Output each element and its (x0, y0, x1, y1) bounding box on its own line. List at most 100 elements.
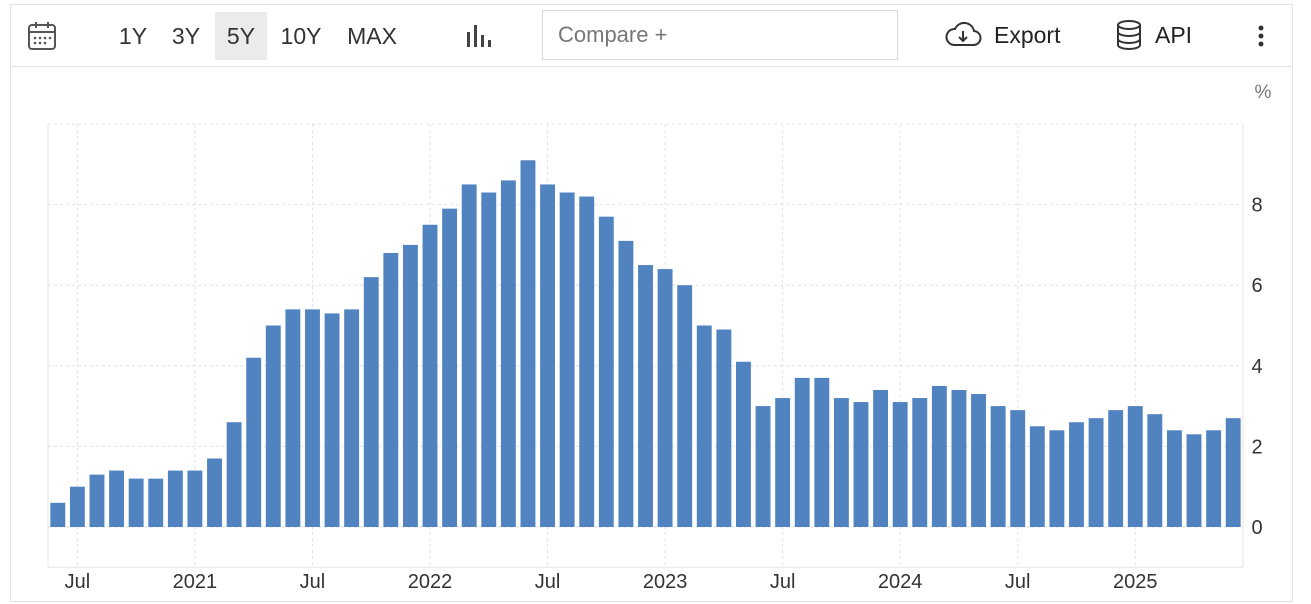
bar[interactable] (442, 208, 458, 527)
bar[interactable] (657, 269, 673, 527)
y-axis-ticks: 0 2 4 6 8 (1251, 195, 1262, 539)
bar[interactable] (736, 361, 751, 527)
y-tick-label: 0 (1251, 517, 1262, 539)
bar[interactable] (69, 486, 85, 527)
bar[interactable] (265, 325, 281, 528)
bar[interactable] (951, 389, 967, 527)
bar[interactable] (1029, 426, 1045, 527)
bar[interactable] (89, 474, 105, 527)
bar[interactable] (167, 470, 183, 527)
bar[interactable] (481, 192, 497, 527)
bar[interactable] (833, 398, 849, 527)
x-tick-label: 2022 (408, 571, 453, 593)
bar[interactable] (383, 252, 399, 527)
bar[interactable] (500, 180, 516, 528)
y-unit-label: % (1255, 82, 1272, 103)
y-tick-label: 8 (1251, 195, 1262, 217)
bar[interactable] (540, 184, 555, 527)
bar[interactable] (971, 394, 986, 527)
bar[interactable] (931, 385, 947, 527)
compare-input[interactable]: Compare + (542, 10, 898, 60)
bar[interactable] (246, 357, 262, 527)
x-tick-label: 2023 (643, 571, 688, 593)
bar[interactable] (696, 325, 712, 528)
bar[interactable] (775, 398, 791, 527)
bar[interactable] (1166, 430, 1182, 527)
cloud-download-icon (945, 21, 982, 46)
bar[interactable] (1010, 410, 1026, 527)
bar[interactable] (1206, 430, 1222, 527)
bar[interactable] (226, 422, 242, 527)
bar[interactable] (579, 196, 595, 528)
more-options-button[interactable] (1249, 19, 1273, 53)
x-tick-label: Jul (65, 571, 91, 593)
bar[interactable] (422, 224, 438, 527)
x-tick-label: 2024 (878, 571, 923, 593)
bar[interactable] (755, 406, 771, 527)
bar[interactable] (814, 377, 830, 527)
bar[interactable] (305, 309, 320, 527)
x-tick-label: Jul (770, 571, 796, 593)
x-tick-label: 2025 (1113, 571, 1158, 593)
bar[interactable] (1069, 422, 1084, 527)
bar[interactable] (148, 478, 164, 527)
bar[interactable] (128, 478, 144, 527)
range-5y-button[interactable]: 5Y (215, 12, 267, 60)
bar[interactable] (285, 309, 301, 527)
bar[interactable] (1186, 434, 1202, 527)
bar[interactable] (912, 398, 928, 527)
range-max-button[interactable]: MAX (347, 23, 397, 49)
bar[interactable] (598, 216, 614, 527)
range-1y-button[interactable]: 1Y (118, 23, 148, 49)
chart-toolbar: 1Y 3Y 5Y 10Y MAX Compare + Export (11, 5, 1292, 67)
export-label: Export (994, 21, 1061, 48)
database-icon (1117, 20, 1141, 50)
bar[interactable] (109, 470, 125, 527)
y-tick-label: 4 (1251, 356, 1262, 378)
bar[interactable] (344, 309, 360, 527)
export-button[interactable]: Export (944, 15, 1060, 55)
x-tick-label: 2021 (173, 571, 218, 593)
bar[interactable] (1049, 430, 1065, 527)
bar[interactable] (363, 277, 379, 527)
bar[interactable] (794, 377, 810, 527)
calendar-icon (28, 22, 56, 50)
bar[interactable] (677, 285, 693, 527)
bar[interactable] (461, 184, 477, 527)
bar[interactable] (559, 192, 575, 527)
bar[interactable] (618, 240, 634, 527)
bar[interactable] (50, 502, 66, 527)
bar[interactable] (853, 402, 869, 527)
x-tick-label: Jul (535, 571, 561, 593)
y-tick-label: 2 (1251, 436, 1262, 458)
bar[interactable] (324, 313, 340, 527)
bar[interactable] (207, 458, 222, 527)
x-axis-ticks: Jul 2021 Jul 2022 Jul 2023 Jul 2024 Jul 2025 (65, 571, 1158, 593)
bar[interactable] (1108, 410, 1124, 527)
api-label: API (1155, 21, 1193, 48)
bar[interactable] (638, 265, 653, 527)
bars (50, 160, 1241, 528)
calendar-button[interactable] (25, 19, 59, 53)
range-3y-button[interactable]: 3Y (171, 23, 201, 49)
bar[interactable] (1088, 418, 1104, 527)
bar[interactable] (990, 406, 1006, 527)
chart-type-button[interactable] (461, 19, 495, 53)
bar[interactable] (873, 389, 889, 527)
x-tick-label: Jul (1005, 571, 1031, 593)
bar[interactable] (1127, 406, 1143, 527)
more-vertical-icon (1258, 25, 1264, 47)
bar[interactable] (892, 402, 908, 527)
bar[interactable] (187, 470, 203, 527)
bar[interactable] (1225, 418, 1241, 527)
bar-chart-icon (467, 25, 491, 47)
bar[interactable] (716, 329, 732, 527)
bar[interactable] (402, 244, 418, 527)
api-button[interactable]: API (1115, 15, 1192, 55)
x-tick-label: Jul (300, 571, 326, 593)
bar[interactable] (520, 160, 536, 527)
bar[interactable] (1147, 414, 1163, 527)
range-10y-button[interactable]: 10Y (280, 23, 322, 49)
y-tick-label: 6 (1251, 275, 1262, 297)
